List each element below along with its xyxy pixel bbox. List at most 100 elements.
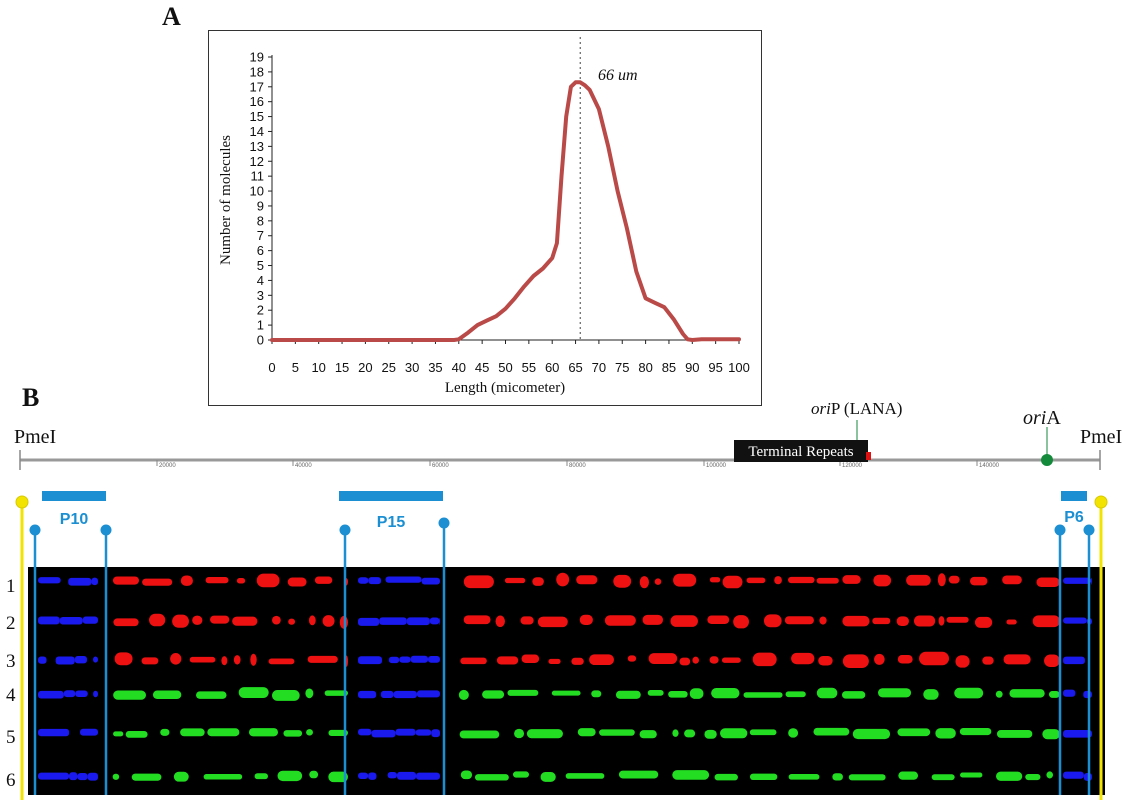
x-tick-label: 30 [405, 360, 419, 375]
signal-fragment [160, 728, 170, 736]
signal-fragment [670, 615, 698, 627]
signal-fragment [813, 727, 850, 736]
probe-boundary-head [438, 517, 450, 529]
signal-fragment [785, 691, 806, 698]
signal-fragment [613, 574, 632, 588]
scale-tick-label: 60000 [432, 463, 449, 469]
blue-signal [410, 655, 429, 663]
signal-fragment [960, 772, 983, 778]
signal-fragment [565, 773, 605, 779]
blue-signal [429, 617, 440, 625]
y-tick-label: 12 [250, 154, 264, 169]
signal-fragment [906, 574, 931, 586]
signal-fragment [112, 773, 120, 780]
probe-boundary-head [100, 524, 112, 536]
signal-fragment [307, 655, 338, 663]
signal-fragment [842, 575, 861, 584]
signal-fragment [142, 578, 173, 586]
blue-signal [1063, 656, 1085, 665]
signal-fragment [232, 616, 258, 626]
probe-boundary-pins [29, 517, 1095, 795]
scale-tick-label: 20000 [159, 463, 176, 469]
signal-fragment [180, 575, 193, 586]
signal-fragment [639, 730, 657, 739]
blue-signal [38, 690, 64, 699]
signal-fragment [923, 689, 939, 700]
blue-signal [74, 655, 88, 664]
signal-fragment [948, 575, 960, 584]
x-tick-label: 10 [311, 360, 325, 375]
blue-signal [416, 690, 440, 698]
y-tick-label: 16 [250, 94, 264, 109]
signal-fragment [709, 577, 721, 583]
signal-fragment [196, 691, 227, 699]
signal-fragment [931, 774, 955, 781]
y-tick-label: 3 [257, 288, 264, 303]
signal-fragment [141, 657, 159, 665]
blue-signal [91, 577, 98, 586]
signal-fragment [1025, 773, 1041, 781]
signal-fragment [152, 690, 182, 699]
y-tick-label: 13 [250, 139, 264, 154]
blue-signal [388, 656, 400, 664]
signal-fragment [896, 616, 909, 627]
probe-boundary-head [1083, 524, 1095, 536]
y-tick-label: 4 [257, 273, 264, 288]
signal-fragment [512, 771, 530, 778]
signal-fragment [842, 615, 870, 627]
blue-signal [439, 617, 440, 626]
probe-boundary-head [1054, 524, 1066, 536]
panel-a-label: A [162, 2, 181, 31]
y-tick-label: 0 [257, 333, 264, 348]
y-tick-label: 5 [257, 258, 264, 273]
signal-fragment [642, 614, 664, 625]
blue-signal [371, 729, 396, 738]
signal-fragment [818, 656, 833, 666]
y-tick-label: 9 [257, 198, 264, 213]
blue-signal [59, 616, 83, 625]
blue-signal [1083, 690, 1092, 699]
lane-number: 5 [6, 727, 16, 748]
signal-fragment [504, 577, 526, 584]
blue-signal [1063, 617, 1087, 624]
blue-signal [82, 616, 98, 624]
y-tick-label: 8 [257, 213, 264, 228]
orip-label: oriP (LANA) [811, 399, 902, 418]
signal-fragment [577, 728, 596, 737]
signal-fragment [752, 652, 777, 667]
signal-fragment [1009, 689, 1045, 698]
signal-fragment [305, 688, 314, 699]
length-distribution-chart: 0 1 2 3 4 5 6 7 8 9 10 11 12 13 14 15 16 17 18 19 0 5 10 15 20 25… [208, 30, 762, 406]
signal-fragment [647, 689, 664, 696]
signal-fragment [328, 771, 348, 783]
signal-fragment [816, 577, 839, 584]
signal-fragment [599, 729, 635, 736]
signal-fragment [874, 653, 885, 665]
signal-fragment [236, 578, 246, 584]
signal-fragment [970, 576, 988, 586]
y-tick-label: 7 [257, 228, 264, 243]
x-tick-label: 85 [662, 360, 676, 375]
signal-fragment [458, 689, 469, 700]
signal-fragment [841, 691, 866, 699]
signal-fragment [946, 616, 969, 623]
signal-fragment [576, 575, 598, 585]
signal-fragment [788, 773, 820, 780]
signal-fragment [749, 729, 777, 736]
signal-fragment [618, 770, 659, 779]
signal-fragment [784, 616, 814, 625]
x-tick-label: 50 [498, 360, 512, 375]
blue-signal [1063, 577, 1092, 584]
signal-fragment [819, 616, 827, 625]
x-tick-label: 55 [522, 360, 536, 375]
x-tick-label: 80 [638, 360, 652, 375]
signal-fragment [720, 728, 748, 739]
signal-fragment [996, 730, 1033, 738]
signal-fragment [672, 729, 679, 737]
signal-fragment [832, 773, 843, 781]
blue-signal [80, 728, 98, 736]
signal-fragment [537, 616, 568, 628]
blue-signal [395, 728, 416, 736]
blue-signal [428, 655, 440, 663]
blue-signal [385, 576, 422, 583]
